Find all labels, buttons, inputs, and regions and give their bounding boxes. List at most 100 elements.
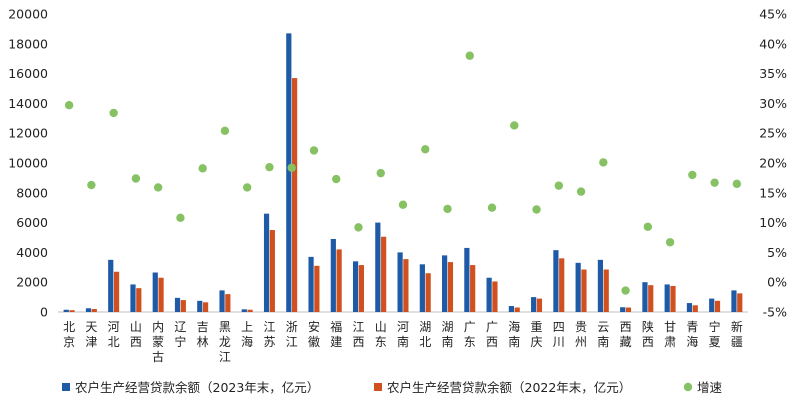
- bar-2022: [358, 265, 364, 312]
- left-axis-tick-label: 0: [40, 305, 48, 320]
- bar-marks: [63, 33, 743, 313]
- category-label: 河南: [397, 320, 409, 349]
- category-label: 天津: [85, 320, 97, 349]
- category-label: 宁夏: [709, 319, 721, 349]
- bar-2023: [464, 247, 470, 312]
- bar-2023: [397, 252, 403, 312]
- growth-point: [198, 164, 207, 173]
- category-label: 广西: [486, 320, 498, 349]
- growth-point: [287, 163, 296, 172]
- growth-point: [487, 203, 497, 212]
- category-label: 黑龙江: [219, 320, 231, 364]
- growth-point: [153, 183, 163, 192]
- growth-point: [643, 222, 653, 231]
- left-axis-tick-label: 10000: [8, 156, 48, 171]
- category-label: 吉林: [197, 320, 209, 349]
- growth-point: [354, 223, 363, 232]
- category-label: 山西: [130, 320, 142, 349]
- bar-2022: [536, 298, 543, 312]
- bar-2023: [486, 277, 492, 312]
- growth-point: [376, 168, 385, 178]
- right-axis-tick-label: 10%: [759, 215, 787, 230]
- category-label: 内蒙古: [152, 320, 164, 364]
- legend-item-2023: 农户生产经营贷款余额（2023年末，亿元）: [62, 380, 319, 395]
- right-axis-tick-label: 5%: [767, 245, 787, 260]
- bar-2023: [108, 259, 114, 312]
- legend-label: 农户生产经营贷款余额（2023年末，亿元）: [75, 380, 319, 395]
- growth-point: [576, 187, 586, 196]
- category-label: 北京: [63, 320, 75, 349]
- growth-point: [87, 180, 96, 190]
- bar-2023: [330, 238, 336, 312]
- growth-point: [465, 51, 474, 60]
- bar-2022: [136, 288, 142, 312]
- left-axis-tick-label: 18000: [8, 36, 48, 51]
- bar-2022: [625, 307, 632, 312]
- growth-point: [398, 200, 408, 209]
- bar-2023: [375, 222, 381, 312]
- bar-2022: [202, 302, 209, 312]
- category-label: 云南: [597, 320, 609, 349]
- bar-2022: [670, 285, 676, 312]
- category-label: 四川: [553, 320, 565, 349]
- left-axis-tick-label: 8000: [16, 185, 48, 200]
- bar-2022: [292, 78, 298, 312]
- bar-2022: [69, 310, 75, 312]
- bar-2023: [553, 250, 559, 312]
- right-axis-tick-label: 20%: [759, 156, 787, 171]
- category-label: 湖南: [442, 319, 454, 349]
- category-label: 重庆: [531, 320, 543, 349]
- growth-point: [532, 205, 541, 214]
- bar-2023: [620, 307, 626, 312]
- growth-point: [131, 174, 141, 183]
- bar-2023: [241, 309, 247, 312]
- legend-swatch: [62, 383, 70, 391]
- growth-point: [309, 146, 319, 155]
- bar-2023: [442, 255, 448, 312]
- legend: 农户生产经营贷款余额（2023年末，亿元） 农户生产经营贷款余额（2022年末，亿…: [62, 380, 723, 395]
- bar-2022: [737, 293, 743, 313]
- bar-2023: [219, 290, 225, 312]
- bar-2022: [692, 305, 698, 312]
- bar-2023: [531, 297, 537, 312]
- left-axis-tick-label: 20000: [8, 7, 48, 22]
- category-label: 西藏: [620, 320, 632, 349]
- category-label: 福建: [330, 319, 342, 349]
- category-label: 青海: [686, 320, 698, 349]
- bar-2022: [403, 259, 409, 312]
- growth-point: [242, 183, 252, 192]
- bar-2022: [447, 262, 454, 312]
- left-axis-tick-label: 12000: [8, 126, 48, 141]
- legend-swatch: [374, 383, 382, 391]
- bar-2023: [152, 272, 158, 312]
- category-label: 海南: [508, 319, 520, 349]
- bar-2023: [597, 259, 604, 312]
- growth-point: [443, 204, 452, 214]
- bar-2023: [731, 290, 737, 312]
- bar-2023: [308, 256, 314, 312]
- growth-point: [265, 162, 274, 172]
- category-label: 陕西: [642, 319, 654, 349]
- right-axis-tick-label: -5%: [763, 305, 787, 320]
- category-label: 安徽: [308, 319, 320, 349]
- growth-point: [64, 100, 74, 110]
- bar-2023: [85, 308, 92, 312]
- bar-2023: [286, 33, 292, 313]
- right-axis-tick-label: 45%: [759, 7, 787, 22]
- category-label: 甘肃: [664, 320, 676, 349]
- growth-point: [732, 179, 742, 189]
- bar-2023: [508, 306, 514, 312]
- growth-point: [109, 108, 118, 118]
- bar-2022: [581, 269, 587, 312]
- right-axis-tick-label: 40%: [759, 36, 787, 51]
- right-axis-tick-label: 30%: [759, 96, 787, 111]
- left-axis-tick-label: 14000: [8, 96, 48, 111]
- category-label: 辽宁: [174, 320, 186, 349]
- bar-2023: [352, 261, 359, 312]
- bar-2022: [225, 294, 231, 312]
- legend-label: 增速: [697, 380, 723, 395]
- growth-point: [710, 178, 719, 187]
- bar-2022: [514, 307, 520, 312]
- bar-2022: [91, 309, 97, 312]
